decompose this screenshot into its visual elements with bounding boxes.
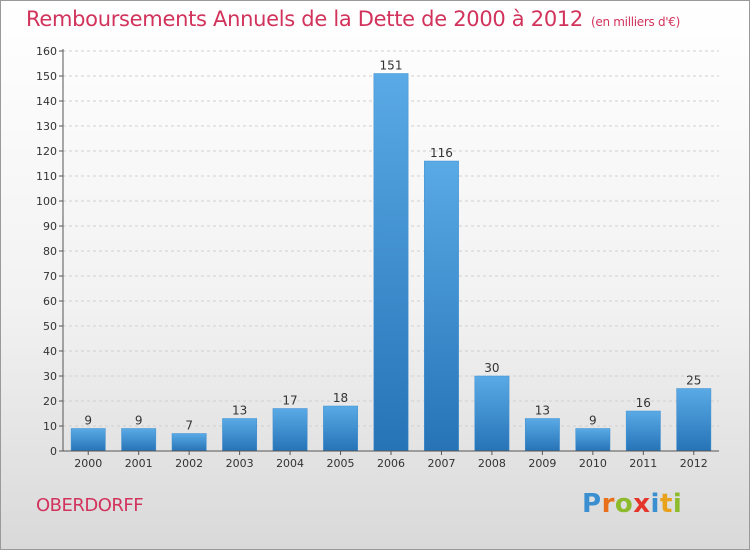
y-tick-label: 120 <box>36 145 57 158</box>
bar-value-label: 9 <box>589 414 597 428</box>
y-tick-label: 90 <box>43 220 57 233</box>
bar-2009 <box>524 418 560 452</box>
bar-value-label: 16 <box>636 396 651 410</box>
bar-2008 <box>474 375 510 452</box>
bar-value-label: 9 <box>84 414 92 428</box>
y-tick-label: 160 <box>36 45 57 58</box>
gridlines <box>63 50 719 427</box>
x-tick-label: 2003 <box>226 457 254 470</box>
bar-2004 <box>272 408 308 452</box>
logo-letter: P <box>582 489 602 519</box>
x-tick-label: 2005 <box>327 457 355 470</box>
y-tick-label: 20 <box>43 395 57 408</box>
x-tick-label: 2002 <box>175 457 203 470</box>
chart-title: Remboursements Annuels de la Dette de 20… <box>26 7 680 31</box>
y-tick-label: 0 <box>50 445 57 458</box>
bar-value-label: 151 <box>380 59 403 73</box>
bar-2002 <box>171 433 207 452</box>
bar-value-label: 17 <box>282 394 297 408</box>
logo-letter: o <box>614 489 634 519</box>
x-tick-label: 2008 <box>478 457 506 470</box>
bar-2006 <box>373 73 409 452</box>
bar-value-label: 13 <box>232 404 247 418</box>
bar-value-labels: 9 9 7 13 17 18 151 116 30 13 9 16 25 <box>84 59 701 433</box>
bar-value-label: 116 <box>430 146 453 160</box>
y-tick-label: 140 <box>36 95 57 108</box>
x-tick-label: 2009 <box>528 457 556 470</box>
x-tick-label: 2004 <box>276 457 304 470</box>
y-tick-label: 30 <box>43 370 57 383</box>
y-axis-ticks: 0 10 20 30 40 50 60 70 80 90 100 110 120 130 140 150 160 <box>36 45 63 458</box>
x-tick-label: 2012 <box>680 457 708 470</box>
x-tick-label: 2006 <box>377 457 405 470</box>
bar-value-label: 7 <box>185 419 193 433</box>
y-tick-label: 10 <box>43 420 57 433</box>
logo-letter: i <box>672 489 683 519</box>
x-tick-label: 2001 <box>125 457 153 470</box>
x-tick-label: 2011 <box>629 457 657 470</box>
y-tick-label: 60 <box>43 295 57 308</box>
logo-letter: i <box>650 489 660 519</box>
logo-letter: t <box>659 489 673 519</box>
bar-value-label: 9 <box>135 414 143 428</box>
x-tick-label: 2007 <box>427 457 455 470</box>
y-tick-label: 50 <box>43 320 57 333</box>
bar-2007 <box>424 160 459 452</box>
y-tick-label: 40 <box>43 345 57 358</box>
x-axis-ticks: 2000 2001 2002 2003 2004 2005 2006 2007 2008 2009… <box>74 451 708 470</box>
axes <box>62 49 719 452</box>
commune-name: OBERDORFF <box>36 495 144 516</box>
logo-letter: x <box>633 489 651 519</box>
x-tick-label: 2010 <box>579 457 607 470</box>
chart-title-text: Remboursements Annuels de la Dette de 20… <box>26 7 583 31</box>
bar-2011 <box>625 410 661 452</box>
bar-2010 <box>575 428 611 452</box>
bar-value-label: 18 <box>333 391 348 405</box>
y-tick-label: 100 <box>36 195 57 208</box>
y-tick-label: 70 <box>43 270 57 283</box>
proxiti-logo: Proxiti <box>582 489 682 519</box>
bar-value-label: 25 <box>686 374 701 388</box>
chart-subtitle: (en milliers d'€) <box>591 15 681 29</box>
bar-2001 <box>121 428 157 452</box>
bar-2003 <box>222 418 258 452</box>
y-tick-label: 150 <box>36 70 57 83</box>
bar-2012 <box>676 388 712 452</box>
logo-letter: r <box>601 489 615 519</box>
x-tick-label: 2000 <box>74 457 102 470</box>
y-tick-label: 130 <box>36 120 57 133</box>
bar-value-label: 13 <box>535 404 550 418</box>
y-tick-label: 80 <box>43 245 57 258</box>
bars <box>70 73 712 452</box>
bar-value-label: 30 <box>484 361 499 375</box>
y-tick-label: 110 <box>36 170 57 183</box>
bar-2005 <box>323 405 358 452</box>
bar-2000 <box>70 428 106 452</box>
